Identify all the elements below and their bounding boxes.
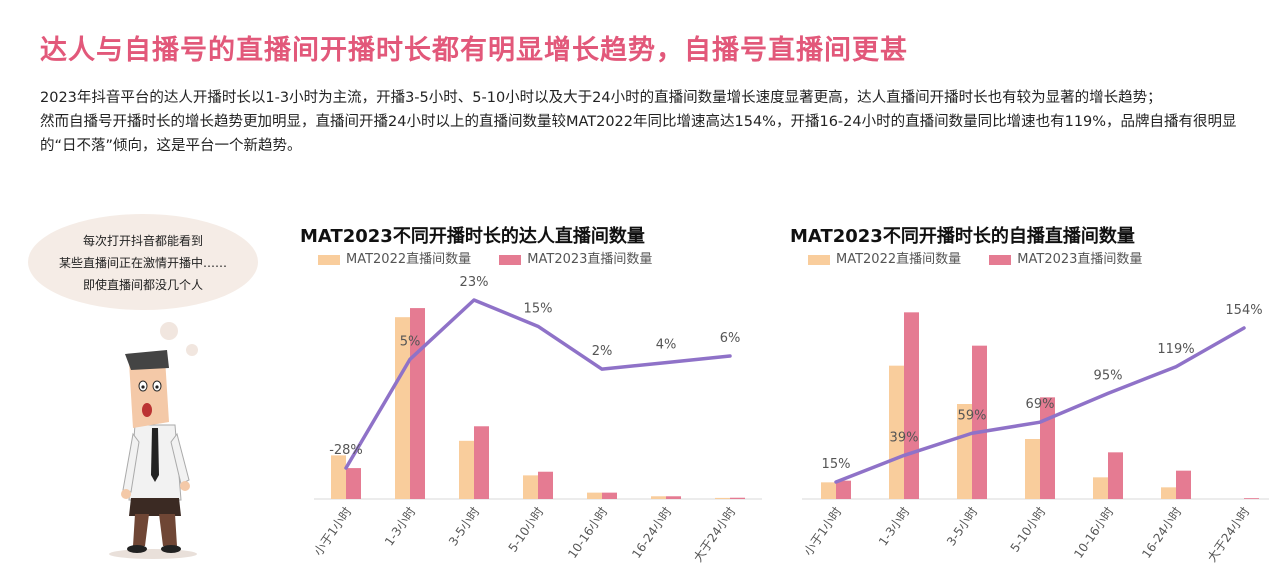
growth-label: 23% [460,275,489,290]
legend-item: MAT2023直播间数量 [989,248,1142,267]
bar-2022 [1161,487,1176,499]
x-tick-label: 16-24小时 [1139,505,1184,561]
bar-2023 [538,471,553,499]
legend-swatch [318,254,340,265]
bar-2023 [1108,452,1123,499]
bar-2022 [523,475,538,499]
legend-label: MAT2022直播间数量 [836,252,962,267]
bubble-dot [160,322,178,340]
speech-bubble [28,214,258,310]
legend-swatch [499,254,522,265]
growth-label: 119% [1157,342,1194,357]
x-tick-label: 5-10小时 [1008,505,1049,555]
legend-label: MAT2023直播间数量 [1017,252,1143,267]
growth-label: 5% [400,334,421,349]
bar-2022 [651,496,666,499]
bar-2022 [889,365,904,499]
growth-label: 2% [592,344,613,359]
legend-item: MAT2023直播间数量 [499,248,652,267]
bar-2023 [904,312,919,499]
x-tick-label: 1-3小时 [876,505,912,549]
growth-line [344,298,732,470]
legend-label: MAT2023直播间数量 [527,252,653,267]
growth-label: -28% [329,443,363,458]
x-tick-label: 小于1小时 [801,505,844,559]
chart2-legend: MAT2022直播间数量 MAT2023直播间数量 [808,248,1166,267]
growth-label: 15% [524,301,553,316]
legend-label: MAT2022直播间数量 [346,252,472,267]
bar-2023 [602,492,617,499]
bar-2023 [730,497,745,499]
page-title: 达人与自播号的直播间开播时长都有明显增长趋势，自播号直播间更甚 [40,35,908,66]
bar-2022 [587,492,602,499]
chart1-legend: MAT2022直播间数量 MAT2023直播间数量 [318,248,676,267]
bar-2023 [836,480,851,499]
bubble-line: 某些直播间正在激情开播中…… [58,256,227,270]
chart1-title: MAT2023不同开播时长的达人直播间数量 [300,226,645,247]
description: 2023年抖音平台的达人开播时长以1-3小时为主流，开播3-5小时、5-10小时… [40,86,1240,158]
bar-2023 [972,345,987,499]
growth-label: 4% [656,338,677,353]
bar-2022 [957,404,972,499]
bar-2023 [1176,470,1191,499]
x-tick-label: 10-16小时 [1071,505,1116,561]
x-tick-label: 大于24小时 [1205,505,1253,565]
legend-item: MAT2022直播间数量 [318,248,471,267]
bubble-line: 每次打开抖音都能看到 [82,234,203,248]
growth-label: 69% [1026,397,1055,412]
growth-label: 15% [822,457,851,472]
growth-label: 154% [1225,303,1262,318]
x-tick-label: 3-5小时 [944,505,980,549]
bar-2023 [474,426,489,499]
description-para-2: 然而自播号开播时长的增长趋势更加明显，直播间开播24小时以上的直播间数量较MAT… [40,114,1237,154]
growth-label: 6% [720,331,741,346]
legend-item: MAT2022直播间数量 [808,248,961,267]
bar-2023 [1040,397,1055,499]
bubble-line: 即使直播间都没几个人 [82,278,203,292]
bar-2023 [346,468,361,499]
bar-2022 [715,497,730,499]
bubble-dot [186,344,198,356]
bar-2023 [666,496,681,499]
speech-bubble-text: 每次打开抖音都能看到 某些直播间正在激情开播中…… 即使直播间都没几个人 [28,230,258,296]
bar-2022 [1025,439,1040,499]
growth-label: 95% [1094,368,1123,383]
growth-line [834,326,1246,484]
bar-2022 [459,440,474,499]
cartoon-man-illustration [109,350,197,559]
bar-2022 [1093,477,1108,499]
legend-swatch [989,254,1012,265]
legend-swatch [808,254,830,265]
description-para-1: 2023年抖音平台的达人开播时长以1-3小时为主流，开播3-5小时、5-10小时… [40,90,1162,106]
growth-label: 39% [890,430,919,445]
bar-2023 [1244,498,1259,499]
growth-label: 59% [958,408,987,423]
bar-2022 [821,482,836,499]
bar-2022 [331,455,346,499]
chart2-title: MAT2023不同开播时长的自播直播间数量 [790,226,1135,247]
